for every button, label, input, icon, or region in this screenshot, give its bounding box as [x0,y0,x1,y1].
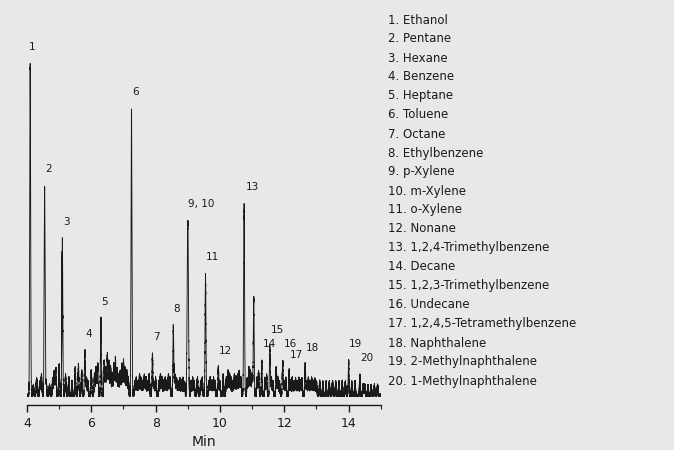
Text: 14: 14 [262,339,276,349]
Text: 18: 18 [306,342,319,352]
Text: 20: 20 [361,353,373,363]
Text: 11: 11 [206,252,219,262]
Text: 1: 1 [28,42,35,52]
Text: 3: 3 [63,217,69,227]
X-axis label: Min: Min [191,435,216,450]
Text: 1. Ethanol
2. Pentane
3. Hexane
4. Benzene
5. Heptane
6. Toluene
7. Octane
8. Et: 1. Ethanol 2. Pentane 3. Hexane 4. Benze… [388,14,576,387]
Text: 17: 17 [290,350,303,360]
Text: 13: 13 [245,182,259,192]
Text: 8: 8 [173,304,180,314]
Text: 16: 16 [283,339,297,349]
Text: 7: 7 [153,332,160,342]
Text: 2: 2 [45,164,52,174]
Text: 12: 12 [219,346,233,356]
Text: 5: 5 [102,297,109,307]
Text: 19: 19 [349,339,363,349]
Text: 4: 4 [86,328,92,338]
Text: 6: 6 [132,87,139,97]
Text: 15: 15 [270,325,284,335]
Text: 9, 10: 9, 10 [189,199,215,209]
